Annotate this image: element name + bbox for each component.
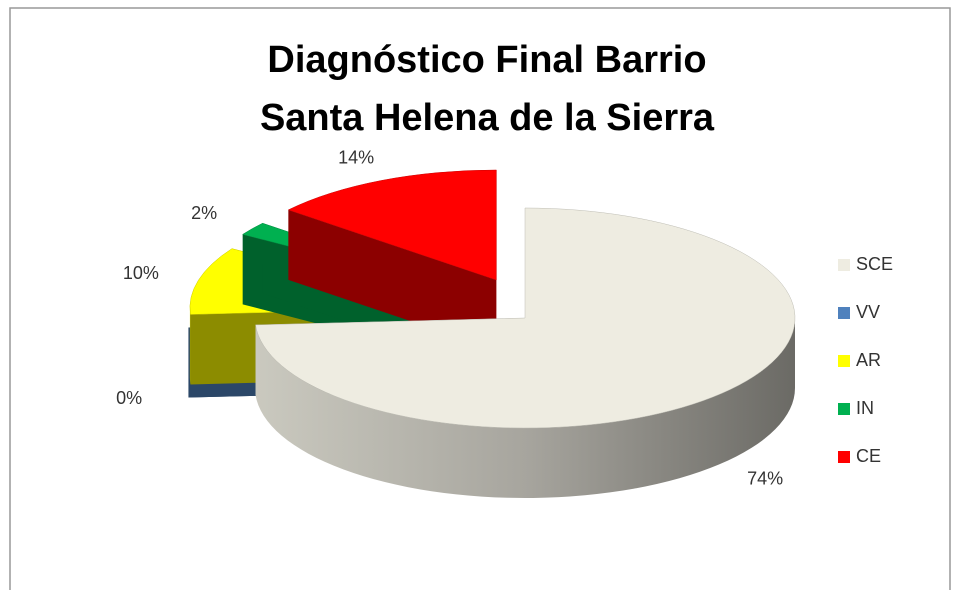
slice-top <box>287 169 497 281</box>
legend-swatch <box>838 403 850 415</box>
legend-label: SCE <box>856 254 893 274</box>
slice-top <box>255 207 796 429</box>
slice-side <box>288 209 497 350</box>
data-label: 14% <box>338 147 374 167</box>
legend-swatch <box>838 451 850 463</box>
pie-slice <box>255 207 796 498</box>
pie-slice <box>287 169 497 350</box>
data-label: 10% <box>123 263 159 283</box>
legend-label: VV <box>856 302 880 322</box>
legend-label: AR <box>856 350 881 370</box>
chart-title: Diagnóstico Final Barrio <box>267 39 706 81</box>
legend-swatch <box>838 259 850 271</box>
data-label: 0% <box>116 388 142 408</box>
legend-swatch <box>838 355 850 367</box>
data-label: 2% <box>191 203 217 223</box>
legend-label: IN <box>856 398 874 418</box>
legend-label: CE <box>856 446 881 466</box>
slice-edge <box>255 318 795 498</box>
slice-edge <box>189 307 191 385</box>
chart-title: Santa Helena de la Sierra <box>260 97 715 139</box>
data-label: 74% <box>747 469 783 489</box>
legend-swatch <box>838 307 850 319</box>
